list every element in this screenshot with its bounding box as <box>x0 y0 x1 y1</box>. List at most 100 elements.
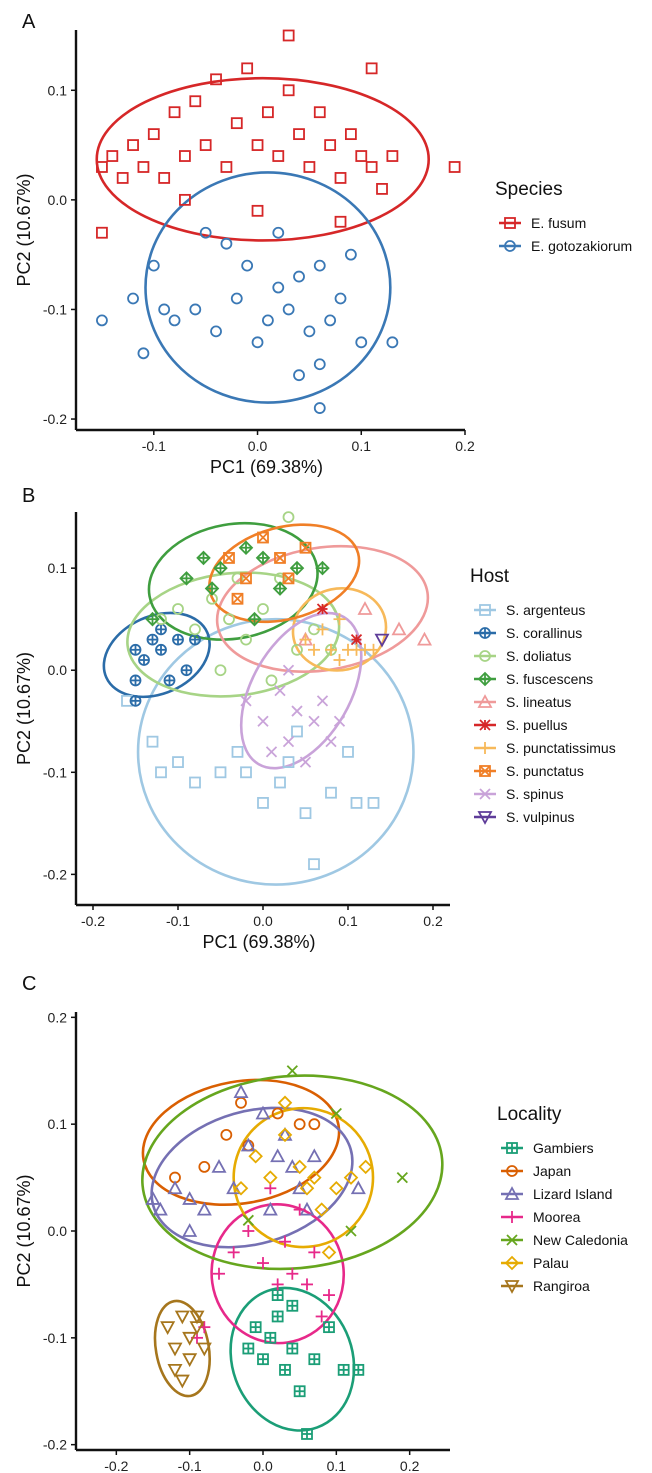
data-point <box>257 715 269 727</box>
legend-key-marker <box>479 627 491 639</box>
data-point <box>240 766 252 779</box>
data-point <box>230 117 243 130</box>
data-point <box>240 1137 256 1152</box>
data-point <box>286 1267 299 1280</box>
legend-key-marker <box>504 1186 520 1200</box>
data-point <box>271 1310 284 1323</box>
legend-key-marker <box>479 719 491 731</box>
data-point <box>329 1180 344 1196</box>
data-point <box>180 664 193 677</box>
data-point <box>308 643 320 656</box>
data-point <box>365 62 378 75</box>
data-point <box>168 106 181 119</box>
data-point <box>367 643 380 656</box>
ellipse-lizard-island <box>150 1106 354 1249</box>
data-point <box>270 1148 286 1163</box>
data-point <box>315 560 330 576</box>
ellipse-e-fusum <box>95 76 430 242</box>
legend-item: E. gotozakiorum <box>499 238 632 254</box>
y-tick-label: 0.2 <box>48 1009 68 1025</box>
data-point <box>396 1171 408 1184</box>
data-point <box>182 1353 198 1368</box>
data-point <box>282 756 295 768</box>
data-point <box>96 226 108 239</box>
legend: Host S. argenteus S. corallinus S. doliatus… <box>470 566 616 825</box>
y-tick-label: 0.0 <box>48 192 68 208</box>
data-point <box>172 633 184 646</box>
legend-key-marker <box>479 650 491 662</box>
data-point <box>313 259 326 272</box>
data-point <box>129 674 142 687</box>
data-point <box>196 1201 212 1216</box>
data-point <box>210 325 222 338</box>
data-point <box>334 215 347 228</box>
data-point <box>271 1107 284 1120</box>
legend-item: Gambiers <box>501 1140 594 1156</box>
data-point <box>350 797 363 809</box>
data-point <box>299 541 312 554</box>
data-point <box>289 560 305 576</box>
data-point <box>344 128 357 141</box>
panel-label: A <box>22 11 36 33</box>
data-point <box>257 603 269 615</box>
data-point <box>350 633 363 646</box>
legend-label: S. spinus <box>506 786 564 802</box>
data-point <box>301 1428 313 1440</box>
data-point <box>167 1342 183 1357</box>
data-point <box>286 1065 298 1077</box>
data-point <box>129 643 142 656</box>
legend-item: S. spinus <box>474 786 564 802</box>
data-point <box>282 572 295 585</box>
legend-key-marker <box>504 240 516 252</box>
data-point <box>282 511 295 524</box>
data-point <box>391 621 407 636</box>
data-point <box>262 1201 278 1216</box>
data-point <box>214 766 227 779</box>
legend-item: S. punctatus <box>474 763 584 779</box>
data-point <box>189 95 202 108</box>
data-point <box>240 572 252 585</box>
x-tick-label: -0.1 <box>178 1458 202 1473</box>
data-point <box>299 1180 315 1196</box>
data-point <box>293 1385 306 1398</box>
data-point <box>210 73 222 86</box>
data-point <box>313 402 326 414</box>
data-point <box>324 139 337 151</box>
legend-title: Host <box>470 566 510 587</box>
data-point <box>272 150 285 162</box>
legend-label: S. corallinus <box>506 625 582 641</box>
data-point <box>272 226 285 239</box>
data-point <box>313 106 326 119</box>
legend-label: Palau <box>533 1255 569 1271</box>
legend-item: Japan <box>501 1163 571 1179</box>
x-axis-label: PC1 (69.38%) <box>210 457 323 477</box>
data-point <box>264 1331 277 1344</box>
data-point <box>138 654 150 666</box>
data-point <box>240 695 252 707</box>
data-point <box>242 1225 255 1237</box>
legend-label: Moorea <box>533 1209 581 1225</box>
data-point <box>147 259 160 272</box>
y-tick-label: 0.1 <box>48 560 68 576</box>
legend: Locality Gambiers Japan Lizard Island Moorea… <box>497 1104 628 1294</box>
data-point <box>344 248 357 261</box>
x-tick-label: 0.1 <box>338 913 358 929</box>
x-axis-label: PC1 (69.38%) <box>202 932 315 952</box>
data-point <box>213 560 228 576</box>
x-tick-label: 0.2 <box>455 438 475 454</box>
data-point <box>343 1170 359 1185</box>
data-point <box>129 694 142 707</box>
data-point <box>248 1148 263 1164</box>
data-point <box>146 735 159 748</box>
data-point <box>308 858 320 871</box>
ellipse-s-punctatissimus <box>291 586 388 672</box>
data-point <box>291 705 303 717</box>
data-point <box>301 1278 313 1291</box>
data-point <box>179 150 191 162</box>
y-tick-label: -0.1 <box>43 764 67 780</box>
data-point <box>172 603 184 615</box>
data-point <box>155 643 167 656</box>
data-point <box>199 139 212 151</box>
data-point <box>308 1246 321 1259</box>
